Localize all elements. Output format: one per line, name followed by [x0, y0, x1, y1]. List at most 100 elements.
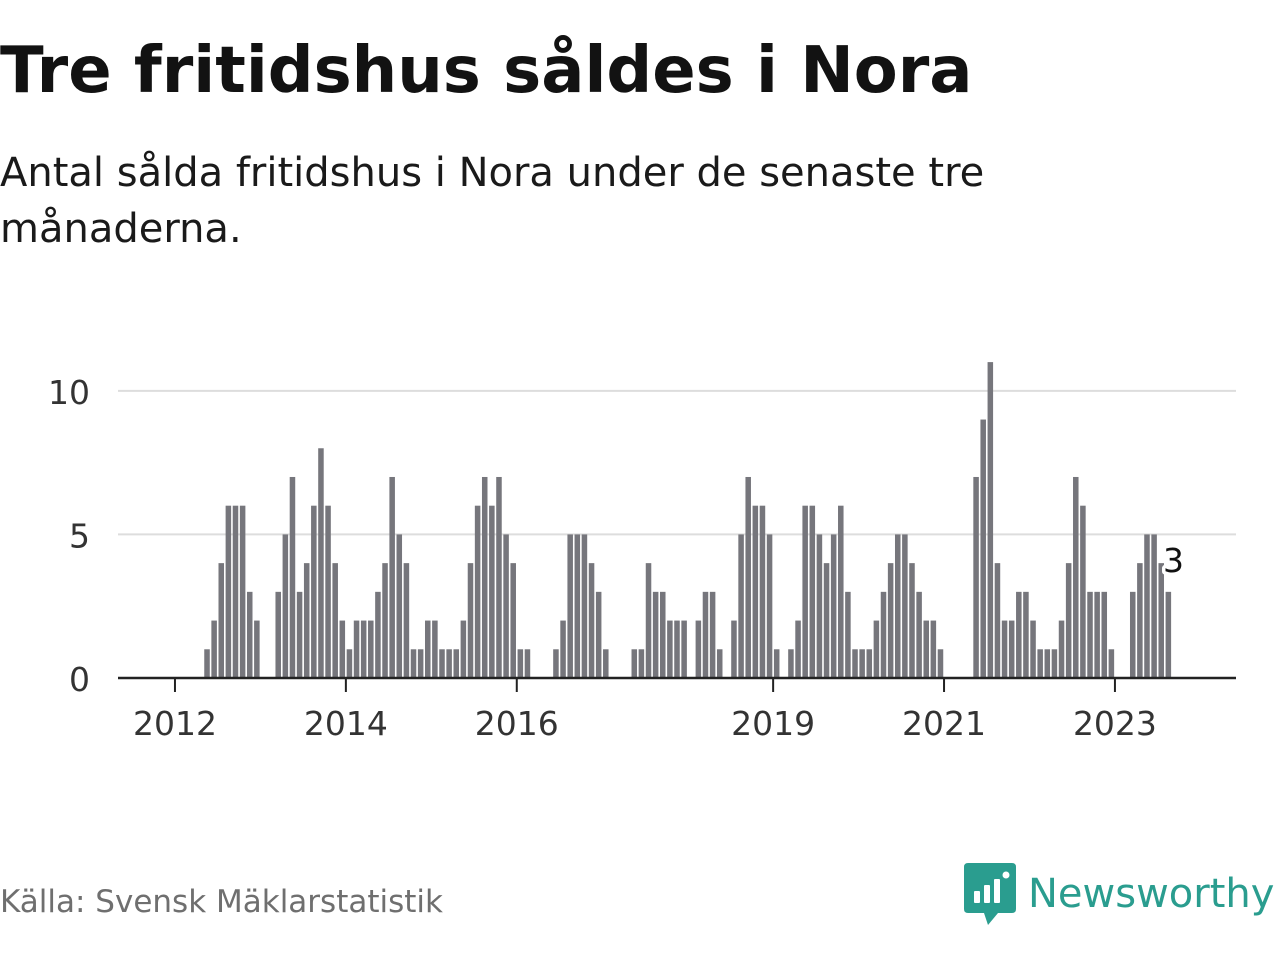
- x-axis-labels: 2012 2014 2016 2019 2021 2023: [133, 704, 1157, 743]
- bar: [204, 649, 210, 678]
- bar: [745, 476, 751, 678]
- annotations: 3: [1159, 537, 1187, 583]
- bar: [296, 591, 303, 678]
- brand-logo: Newsworthy: [964, 862, 1274, 926]
- bar: [1016, 591, 1022, 678]
- bar: [773, 649, 780, 678]
- bar: [830, 534, 837, 678]
- bar: [254, 620, 260, 678]
- bars: [204, 362, 1172, 678]
- bar: [667, 620, 673, 678]
- bar: [368, 620, 374, 678]
- bar: [795, 620, 801, 678]
- bar: [503, 534, 509, 678]
- bar: [916, 591, 922, 678]
- bar-chart: 0 5 10 2012 2014 2016 2019 2021 2023 3: [48, 362, 1236, 743]
- bar: [937, 649, 944, 678]
- bar: [560, 620, 566, 678]
- bar: [1087, 591, 1093, 678]
- bar: [1023, 591, 1029, 678]
- bar: [239, 505, 246, 678]
- bar: [489, 505, 495, 678]
- bar: [866, 649, 873, 678]
- bar: [375, 591, 381, 678]
- bar: [1058, 620, 1065, 678]
- bar: [980, 419, 986, 678]
- bar: [353, 620, 360, 678]
- bar: [432, 620, 438, 678]
- bar: [1037, 649, 1043, 678]
- bar: [1051, 649, 1058, 678]
- bar: [588, 563, 595, 678]
- bar: [289, 476, 296, 678]
- bar: [1044, 649, 1051, 678]
- bar: [1073, 476, 1079, 678]
- bar: [987, 362, 994, 678]
- bar: [894, 534, 901, 678]
- bar: [1094, 591, 1100, 678]
- bar: [1151, 534, 1157, 678]
- bar: [360, 620, 367, 678]
- bar: [802, 505, 808, 678]
- bar: [481, 476, 488, 678]
- bar: [474, 505, 481, 678]
- x-tick-label: 2012: [133, 704, 217, 743]
- bar: [211, 620, 217, 678]
- bar: [453, 649, 460, 678]
- bar: [439, 649, 445, 678]
- bar: [396, 534, 403, 678]
- bar: [1065, 563, 1072, 678]
- bar: [332, 563, 338, 678]
- bar: [823, 563, 830, 678]
- bar: [339, 620, 346, 678]
- x-axis: [118, 676, 1236, 692]
- x-tick-label: 2021: [902, 704, 986, 743]
- bar: [752, 505, 759, 678]
- bar: [702, 591, 709, 678]
- bar: [973, 476, 979, 678]
- bar: [1137, 563, 1143, 678]
- bar: [638, 649, 645, 678]
- bar: [1001, 620, 1008, 678]
- bar: [652, 591, 659, 678]
- bar: [880, 591, 887, 678]
- bar: [389, 476, 395, 678]
- bar: [766, 534, 773, 678]
- bar: [225, 505, 232, 678]
- bar: [318, 448, 324, 678]
- bar: [567, 534, 573, 678]
- bar: [759, 505, 766, 678]
- bar: [524, 649, 531, 678]
- y-tick-label: 10: [48, 373, 90, 412]
- bar: [674, 620, 680, 678]
- bar: [595, 591, 602, 678]
- bar: [930, 620, 937, 678]
- source-note: Källa: Svensk Mäklarstatistik: [0, 884, 443, 920]
- highlight-value-label: 3: [1163, 541, 1184, 580]
- bar: [303, 563, 310, 678]
- y-tick-label: 0: [69, 660, 90, 699]
- bar: [603, 649, 609, 678]
- bar: [218, 563, 225, 678]
- bar: [923, 620, 929, 678]
- bar: [325, 505, 331, 678]
- bar: [709, 591, 716, 678]
- bar: [460, 620, 467, 678]
- bar: [275, 591, 281, 678]
- bar: [1129, 591, 1136, 678]
- bar: [382, 563, 388, 678]
- bar: [631, 649, 638, 678]
- bar: [553, 649, 559, 678]
- brand-name: Newsworthy: [1028, 871, 1275, 917]
- bar: [731, 620, 737, 678]
- bar: [425, 620, 431, 678]
- bar: [517, 649, 524, 678]
- bar: [1101, 591, 1108, 678]
- bar: [1165, 591, 1172, 678]
- bar: [845, 591, 851, 678]
- bar: [510, 563, 516, 678]
- bar: [738, 534, 744, 678]
- grid-lines: [118, 389, 1236, 536]
- bar: [902, 534, 908, 678]
- bar: [909, 563, 915, 678]
